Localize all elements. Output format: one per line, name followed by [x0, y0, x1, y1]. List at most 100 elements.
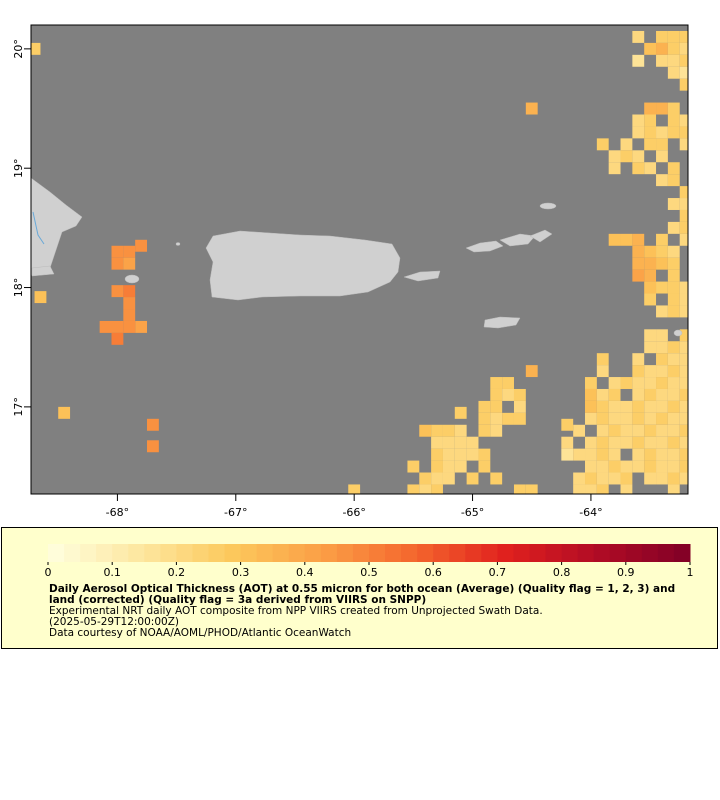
aot-cell [123, 257, 136, 270]
aot-cell [679, 78, 688, 91]
colorbar-step [160, 544, 177, 562]
aot-cell [596, 388, 609, 401]
y-tick-label: 20° [12, 39, 25, 59]
colorbar-tick-label: 0.5 [360, 566, 378, 579]
bvi [529, 229, 553, 243]
aot-cell [679, 377, 688, 389]
aot-cell [644, 448, 657, 461]
aot-cell [667, 126, 680, 139]
st-john [499, 233, 536, 247]
aot-cell [667, 341, 680, 354]
colorbar-step [48, 544, 65, 562]
aot-cell [632, 54, 645, 67]
colorbar-step [64, 544, 81, 562]
aot-cell [442, 448, 455, 461]
aot-cell [667, 377, 680, 389]
aot-cell [490, 472, 503, 485]
anegada [539, 202, 557, 210]
colorbar-step [513, 544, 530, 562]
aot-cell [608, 233, 621, 246]
aot-cell [656, 102, 668, 115]
colorbar-step [609, 544, 627, 562]
aot-cell [667, 365, 680, 378]
aot-cell [679, 54, 688, 67]
colorbar-step [304, 544, 322, 562]
aot-cell [667, 221, 680, 234]
aot-cell [135, 320, 148, 333]
x-tick-label: -65° [461, 506, 484, 519]
colorbar-step [625, 544, 643, 562]
aot-cell [632, 436, 645, 449]
islet [31, 265, 55, 277]
colorbar-tick-label: 0.8 [553, 566, 571, 579]
aot-cell [596, 412, 609, 425]
aot-cell [442, 472, 455, 485]
aot-cell [656, 472, 668, 485]
x-tick-label: -64° [579, 506, 602, 519]
aot-cell [596, 424, 609, 437]
colorbar-step [224, 544, 242, 562]
desecheo [175, 242, 181, 246]
colorbar-tick-label: 0.7 [489, 566, 507, 579]
aot-cell [679, 424, 688, 437]
aot-cell [478, 424, 491, 437]
colorbar-tick-label: 0.9 [617, 566, 635, 579]
aot-cell [596, 448, 609, 461]
aot-cell [632, 269, 645, 282]
aot-cell [123, 245, 136, 258]
aot-cell [454, 436, 467, 449]
st-croix [483, 316, 521, 329]
aot-cell [679, 305, 688, 318]
aot-cell [644, 460, 657, 473]
aot-cell [31, 42, 41, 55]
aot-cell [147, 418, 159, 431]
aot-cell [525, 102, 538, 115]
aot-cell [525, 365, 538, 378]
aot-cell [585, 388, 597, 401]
aot-cell [596, 138, 609, 151]
aot-cell [667, 198, 680, 210]
aot-cell [620, 233, 633, 246]
aot-cell [679, 388, 688, 401]
colorbar-tick-label: 0.6 [424, 566, 442, 579]
aot-cell [478, 448, 491, 461]
aot-cell [419, 484, 432, 494]
aot-cell [490, 400, 503, 413]
aot-cell [466, 436, 479, 449]
aot-cell [656, 281, 668, 294]
aot-cell [442, 436, 455, 449]
aot-cell [608, 448, 621, 461]
colorbar-step [433, 544, 450, 562]
aot-cell [656, 388, 668, 401]
x-tick-label: -66° [342, 506, 365, 519]
colorbar-step [176, 544, 193, 562]
aot-cell [596, 484, 609, 494]
aot-cell [490, 388, 503, 401]
aot-cell [123, 309, 136, 321]
aot-cell [644, 245, 657, 258]
aot-cell [656, 42, 668, 55]
aot-cell [656, 30, 668, 43]
aot-cell [608, 436, 621, 449]
colorbar-step [144, 544, 161, 562]
x-tick-label: -68° [106, 506, 129, 519]
aot-cell [502, 412, 514, 425]
aot-cell [667, 30, 680, 43]
caption-title: Daily Aerosol Optical Thickness (AOT) at… [49, 583, 676, 606]
aot-cell [608, 150, 621, 163]
aot-cell [585, 472, 597, 485]
aot-cell [644, 329, 657, 342]
aot-cell [123, 297, 136, 310]
aot-cell [656, 448, 668, 461]
aot-cell [490, 377, 503, 389]
colorbar-step [320, 544, 338, 562]
colorbar-step [80, 544, 97, 562]
aot-cell [644, 42, 657, 55]
aot-cell [111, 285, 124, 298]
aot-cell [632, 424, 645, 437]
aot-cell [667, 102, 680, 115]
aot-cell [656, 424, 668, 437]
colorbar-step [112, 544, 129, 562]
x-tick-label: -67° [224, 506, 247, 519]
